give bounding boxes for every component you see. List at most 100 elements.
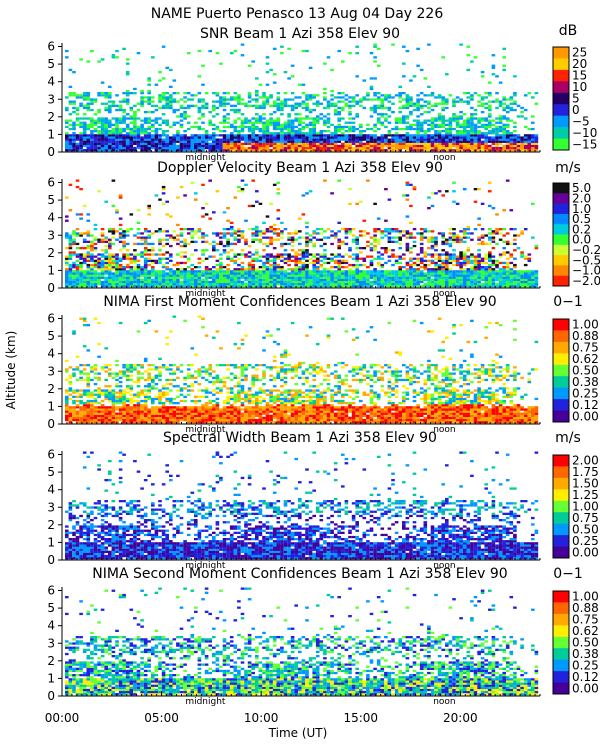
heatmap-cell [456, 126, 460, 128]
heatmap-cell [76, 243, 80, 245]
heatmap-cell [176, 234, 180, 236]
heatmap-cell [424, 253, 428, 255]
heatmap-cell [65, 262, 69, 264]
heatmap-cell [94, 247, 98, 249]
heatmap-cell [524, 270, 528, 272]
heatmap-cell [87, 232, 91, 234]
heatmap-cell [108, 145, 112, 147]
heatmap-cell [323, 124, 327, 126]
heatmap-cell [502, 56, 506, 58]
heatmap-cell [499, 126, 503, 128]
heatmap-cell [463, 251, 467, 253]
heatmap-cell [269, 134, 273, 136]
heatmap-cell [470, 283, 474, 285]
heatmap-cell [391, 143, 395, 145]
heatmap-cell [395, 283, 399, 285]
heatmap-cell [492, 139, 496, 141]
heatmap-cell [384, 270, 388, 272]
heatmap-cell [416, 258, 420, 260]
heatmap-cell [234, 109, 238, 111]
heatmap-cell [104, 136, 108, 138]
heatmap-cell [463, 275, 467, 277]
heatmap-cell [97, 141, 101, 143]
heatmap-cell [355, 258, 359, 260]
heatmap-cell [370, 141, 374, 143]
heatmap-cell [309, 262, 313, 264]
heatmap-cell [219, 122, 223, 124]
heatmap-cell [87, 268, 91, 270]
heatmap-cell [431, 124, 435, 126]
heatmap-cell [510, 98, 514, 100]
heatmap-cell [259, 283, 263, 285]
heatmap-cell [94, 281, 98, 283]
heatmap-cell [348, 136, 352, 138]
heatmap-cell [219, 101, 223, 103]
heatmap-cell [194, 105, 198, 107]
heatmap-cell [413, 237, 417, 239]
heatmap-cell [108, 122, 112, 124]
heatmap-cell [334, 105, 338, 107]
heatmap-cell [76, 268, 80, 270]
heatmap-cell [359, 139, 363, 141]
heatmap-cell [280, 134, 284, 136]
heatmap-cell [337, 126, 341, 128]
heatmap-cell [79, 247, 83, 249]
heatmap-cell [449, 268, 453, 270]
heatmap-cell [384, 277, 388, 279]
heatmap-cell [94, 270, 98, 272]
heatmap-cell [137, 209, 141, 211]
heatmap-cell [434, 268, 438, 270]
heatmap-cell [287, 126, 291, 128]
heatmap-cell [467, 247, 471, 249]
heatmap-cell [406, 94, 410, 96]
heatmap-cell [115, 143, 119, 145]
heatmap-cell [535, 247, 539, 249]
heatmap-cell [234, 134, 238, 136]
heatmap-cell [112, 264, 116, 266]
heatmap-cell [97, 117, 101, 119]
heatmap-cell [251, 228, 255, 230]
heatmap-cell [459, 117, 463, 119]
heatmap-cell [459, 262, 463, 264]
heatmap-cell [398, 247, 402, 249]
heatmap-cell [352, 283, 356, 285]
heatmap-cell [151, 126, 155, 128]
heatmap-cell [381, 94, 385, 96]
heatmap-cell [83, 117, 87, 119]
heatmap-cell [441, 281, 445, 283]
heatmap-cell [173, 145, 177, 147]
heatmap-cell [377, 96, 381, 98]
heatmap-cell [474, 56, 478, 58]
heatmap-cell [463, 279, 467, 281]
heatmap-cell [463, 188, 467, 190]
heatmap-cell [287, 115, 291, 117]
heatmap-cell [330, 69, 334, 71]
heatmap-cell [484, 277, 488, 279]
heatmap-cell [262, 134, 266, 136]
heatmap-cell [230, 96, 234, 98]
heatmap-cell [219, 277, 223, 279]
heatmap-cell [133, 139, 137, 141]
heatmap-cell [359, 147, 363, 149]
heatmap-cell [424, 283, 428, 285]
heatmap-cell [409, 79, 413, 81]
heatmap-cell [402, 107, 406, 109]
heatmap-cell [137, 285, 141, 287]
heatmap-cell [266, 130, 270, 132]
heatmap-cell [409, 126, 413, 128]
heatmap-cell [97, 275, 101, 277]
heatmap-cell [87, 234, 91, 236]
heatmap-cell [155, 262, 159, 264]
heatmap-cell [234, 143, 238, 145]
heatmap-cell [277, 105, 281, 107]
heatmap-cell [452, 143, 456, 145]
heatmap-cell [119, 128, 123, 130]
heatmap-cell [119, 218, 123, 220]
heatmap-cell [305, 266, 309, 268]
heatmap-cell [370, 249, 374, 251]
heatmap-cell [83, 275, 87, 277]
heatmap-cell [76, 256, 80, 258]
heatmap-cell [119, 117, 123, 119]
heatmap-cell [162, 283, 166, 285]
heatmap-cell [273, 126, 277, 128]
